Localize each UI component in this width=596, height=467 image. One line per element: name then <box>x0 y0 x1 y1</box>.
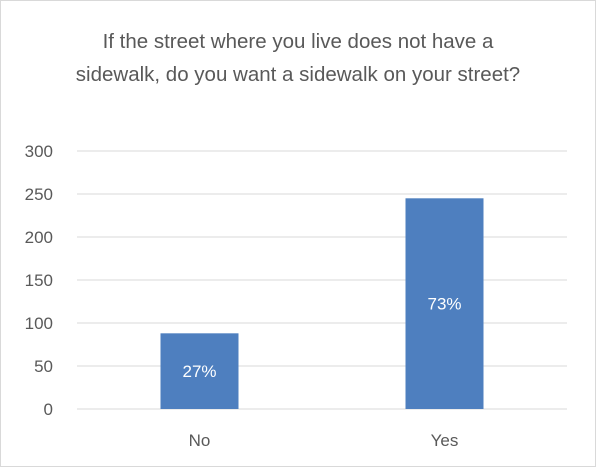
y-tick-label-5: 250 <box>25 185 53 204</box>
x-tick-label-yes: Yes <box>431 431 459 450</box>
y-tick-label-6: 300 <box>25 142 53 161</box>
y-tick-label-3: 150 <box>25 271 53 290</box>
data-label-yes: 73% <box>427 295 461 314</box>
bar-no <box>160 333 239 409</box>
chart-title: If the street where you live does not ha… <box>75 30 521 86</box>
y-tick-label-1: 50 <box>34 357 53 376</box>
y-tick-label-4: 200 <box>25 228 53 247</box>
bar-yes <box>405 198 484 409</box>
y-tick-label-0: 0 <box>44 400 53 419</box>
x-tick-label-no: No <box>189 431 211 450</box>
y-tick-label-2: 100 <box>25 314 53 333</box>
data-label-no: 27% <box>182 362 216 381</box>
